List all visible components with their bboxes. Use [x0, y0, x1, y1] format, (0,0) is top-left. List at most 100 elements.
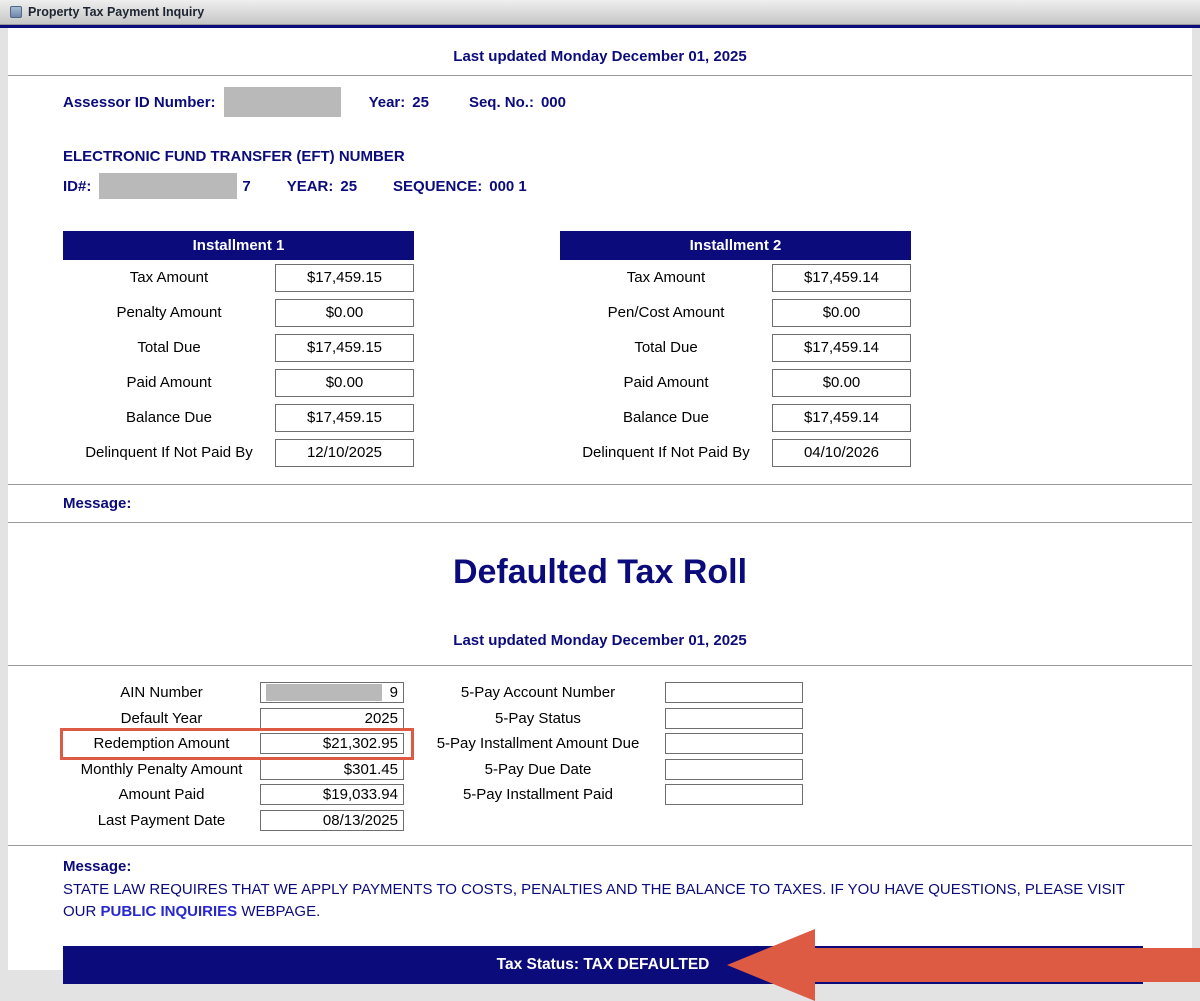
defaulted-detail-tables: AIN Number 9 Default Year 2025 Redemptio… — [60, 680, 1192, 834]
eft-id-visible-digit: 7 — [242, 177, 251, 195]
assessor-id-row: Assessor ID Number: Year: 25 Seq. No.: 0… — [63, 86, 1192, 118]
row-value-box — [665, 758, 803, 780]
ain-visible-digit: 9 — [389, 684, 398, 702]
eft-sequence-value: 000 1 — [489, 177, 527, 195]
last-updated-top: Last updated Monday December 01, 2025 — [453, 48, 747, 65]
divider — [8, 845, 1192, 846]
row-label: Total Due — [634, 339, 698, 356]
annotation-arrow-tail — [815, 947, 1200, 982]
eft-section: ELECTRONIC FUND TRANSFER (EFT) NUMBER ID… — [63, 148, 1192, 199]
window-titlebar[interactable]: Property Tax Payment Inquiry — [0, 0, 1200, 25]
seq-label: Seq. No.: — [468, 93, 534, 111]
row-label: Monthly Penalty Amount — [80, 760, 243, 778]
row-value-box: $0.00 — [772, 298, 911, 327]
message-text-before: STATE LAW REQUIRES THAT WE APPLY PAYMENT… — [63, 880, 1125, 921]
row-value-box: 08/13/2025 — [260, 809, 404, 831]
row-value-box: $19,033.94 — [260, 784, 404, 806]
eft-sequence-label: SEQUENCE: — [393, 177, 483, 195]
table-row: 5-Pay Due Date — [411, 757, 811, 783]
row-label: Tax Amount — [626, 269, 706, 286]
installment-1-table: Installment 1 Tax Amount $17,459.15 Pena… — [63, 231, 414, 470]
row-label: Tax Amount — [129, 269, 209, 286]
row-label: Amount Paid — [118, 786, 205, 804]
window-icon — [10, 6, 22, 18]
table-row: Default Year 2025 — [63, 706, 411, 732]
table-row: Delinquent If Not Paid By 04/10/2026 — [560, 435, 911, 470]
row-value-box: $17,459.15 — [275, 403, 414, 432]
row-value-box: $17,459.15 — [275, 333, 414, 362]
row-label: 5-Pay Installment Amount Due — [436, 735, 640, 753]
row-label: Total Due — [137, 339, 201, 356]
row-value-box: $21,302.95 — [260, 733, 404, 755]
ain-value-box: 9 — [260, 682, 404, 704]
table-row: Paid Amount $0.00 — [560, 365, 911, 400]
row-value-box — [665, 784, 803, 806]
divider — [8, 665, 1192, 666]
row-value-box — [665, 707, 803, 729]
row-value-box: 12/10/2025 — [275, 438, 414, 467]
table-row: Monthly Penalty Amount $301.45 — [63, 757, 411, 783]
table-row: 5-Pay Status — [411, 706, 811, 732]
installment-tables: Installment 1 Tax Amount $17,459.15 Pena… — [63, 231, 1192, 470]
row-value-box: 2025 — [260, 707, 404, 729]
public-inquiries-link[interactable]: PUBLIC INQUIRIES — [100, 903, 238, 920]
row-label: AIN Number — [120, 684, 203, 702]
window-title: Property Tax Payment Inquiry — [28, 5, 205, 19]
message-body: STATE LAW REQUIRES THAT WE APPLY PAYMENT… — [63, 879, 1143, 924]
year-value: 25 — [412, 93, 429, 111]
row-label: Default Year — [120, 709, 203, 727]
table-row: Balance Due $17,459.15 — [63, 400, 414, 435]
row-label: Delinquent If Not Paid By — [85, 444, 253, 461]
row-value-box: 04/10/2026 — [772, 438, 911, 467]
page-content: Last updated Monday December 01, 2025 As… — [8, 28, 1200, 1001]
table-row: Pen/Cost Amount $0.00 — [560, 295, 911, 330]
row-value-box: $0.00 — [275, 298, 414, 327]
redemption-amount-row-highlighted: Redemption Amount $21,302.95 — [60, 728, 414, 760]
assessor-id-label: Assessor ID Number: — [63, 93, 216, 111]
row-label: Balance Due — [623, 409, 709, 426]
table-row: 5-Pay Installment Paid — [411, 782, 811, 808]
table-row: Amount Paid $19,033.94 — [63, 782, 411, 808]
row-label: Paid Amount — [126, 374, 212, 391]
last-updated-defaulted: Last updated Monday December 01, 2025 — [453, 632, 747, 649]
installment-1-header: Installment 1 — [63, 231, 414, 260]
redaction-box-assessor-id — [223, 87, 341, 117]
row-label: 5-Pay Due Date — [484, 760, 592, 778]
message-text-after: WEBPAGE. — [237, 903, 321, 920]
table-row: Penalty Amount $0.00 — [63, 295, 414, 330]
row-label: Paid Amount — [623, 374, 709, 391]
table-row: Total Due $17,459.15 — [63, 330, 414, 365]
divider — [8, 484, 1192, 485]
table-row: Total Due $17,459.14 — [560, 330, 911, 365]
row-value-box: $17,459.14 — [772, 403, 911, 432]
table-row: Paid Amount $0.00 — [63, 365, 414, 400]
row-label: 5-Pay Account Number — [460, 684, 616, 702]
eft-title: ELECTRONIC FUND TRANSFER (EFT) NUMBER — [63, 148, 405, 165]
installment-2-header: Installment 2 — [560, 231, 911, 260]
annotation-arrow-icon — [727, 928, 815, 1001]
table-row: Balance Due $17,459.14 — [560, 400, 911, 435]
row-label: 5-Pay Installment Paid — [462, 786, 614, 804]
table-row: Last Payment Date 08/13/2025 — [63, 808, 411, 834]
seq-value: 000 — [540, 93, 566, 111]
row-label: Penalty Amount — [116, 304, 222, 321]
row-value-box — [665, 733, 803, 755]
divider — [8, 522, 1192, 523]
row-label: Redemption Amount — [93, 735, 230, 753]
row-label: Pen/Cost Amount — [607, 304, 725, 321]
table-row: 5-Pay Installment Amount Due — [411, 731, 811, 757]
navy-top-border — [0, 25, 1200, 28]
divider — [8, 75, 1192, 76]
year-label: Year: — [368, 93, 406, 111]
table-row: AIN Number 9 — [63, 680, 411, 706]
defaulted-tax-roll-title: Defaulted Tax Roll — [452, 553, 748, 591]
redaction-box-ain — [266, 684, 382, 702]
row-value-box: $17,459.15 — [275, 263, 414, 292]
row-label: Last Payment Date — [97, 811, 226, 829]
row-value-box: $301.45 — [260, 758, 404, 780]
row-value-box: $0.00 — [275, 368, 414, 397]
row-label: Balance Due — [126, 409, 212, 426]
table-row: Tax Amount $17,459.15 — [63, 260, 414, 295]
eft-id-label: ID#: — [63, 177, 92, 195]
table-row: 5-Pay Account Number — [411, 680, 811, 706]
